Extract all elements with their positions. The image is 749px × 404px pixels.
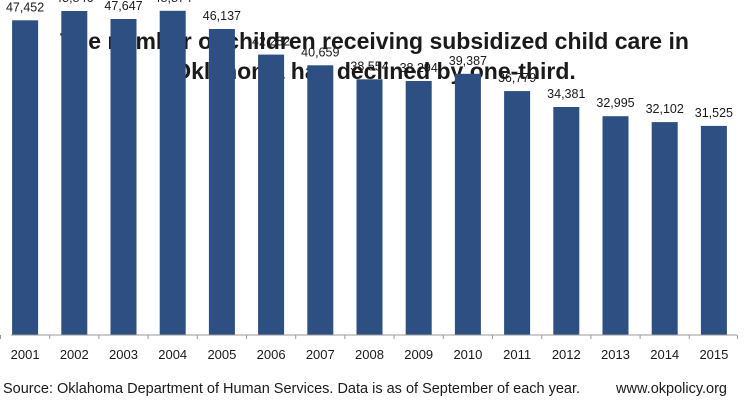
x-tick-label-2012: 2012	[552, 347, 581, 362]
x-tick-label-2013: 2013	[601, 347, 630, 362]
x-tick-label-2002: 2002	[60, 347, 89, 362]
bar-2010	[454, 73, 481, 336]
x-tick-label-2004: 2004	[158, 347, 187, 362]
source-note: Source: Oklahoma Department of Human Ser…	[3, 381, 581, 397]
bar-2012	[553, 107, 580, 335]
value-label-2003: 47,647	[104, 0, 142, 13]
x-tick-label-2015: 2015	[699, 347, 728, 362]
value-label-2002: 48,846	[55, 0, 93, 5]
x-axis-ticks	[0, 335, 738, 339]
value-label-2008: 38,554	[350, 59, 388, 73]
value-label-2009: 38,294	[400, 61, 438, 75]
value-label-2004: 48,874	[154, 0, 192, 5]
value-labels: 47,452 48,846 47,647 48,874 46,137 42,282 40,6…	[6, 0, 733, 120]
value-label-2015: 31,525	[695, 106, 733, 120]
x-tick-label-2003: 2003	[109, 347, 138, 362]
x-tick-label-2001: 2001	[11, 347, 40, 362]
x-tick-label-2006: 2006	[257, 347, 286, 362]
bar-2002	[61, 11, 88, 335]
bar-2003	[110, 19, 137, 335]
value-label-2007: 40,659	[301, 45, 339, 59]
bar-2014	[651, 122, 678, 335]
value-label-2014: 32,102	[646, 102, 684, 116]
x-tick-label-2010: 2010	[453, 347, 482, 362]
bar-2006	[258, 54, 285, 335]
value-label-2012: 34,381	[547, 87, 585, 101]
x-tick-label-2005: 2005	[207, 347, 236, 362]
bar-2007	[307, 65, 334, 336]
bar-2004	[159, 10, 186, 336]
x-tick-label-2014: 2014	[650, 347, 679, 362]
bar-2008	[356, 79, 383, 335]
bar-2005	[208, 29, 235, 335]
website-link[interactable]: www.okpolicy.org	[616, 381, 727, 397]
x-tick-label-2009: 2009	[404, 347, 433, 362]
value-label-2001: 47,452	[6, 0, 44, 14]
value-label-2005: 46,137	[203, 9, 241, 23]
x-tick-label-2007: 2007	[306, 347, 335, 362]
value-label-2013: 32,995	[596, 96, 634, 110]
x-axis-tick-labels: 2001 2002 2003 2004 2005 2006 2007 2008 2009 2010…	[11, 347, 729, 362]
value-label-2010: 39,387	[449, 54, 487, 68]
bar-2013	[602, 116, 629, 335]
bar-2015	[700, 125, 727, 336]
bar-2011	[504, 91, 531, 335]
bar-2009	[405, 81, 432, 335]
bar-2001	[12, 20, 39, 336]
bar-series	[12, 10, 727, 336]
value-label-2011: 36,779	[498, 71, 536, 85]
x-tick-label-2011: 2011	[503, 347, 531, 362]
x-tick-label-2008: 2008	[355, 347, 384, 362]
value-label-2006: 42,282	[252, 35, 290, 49]
